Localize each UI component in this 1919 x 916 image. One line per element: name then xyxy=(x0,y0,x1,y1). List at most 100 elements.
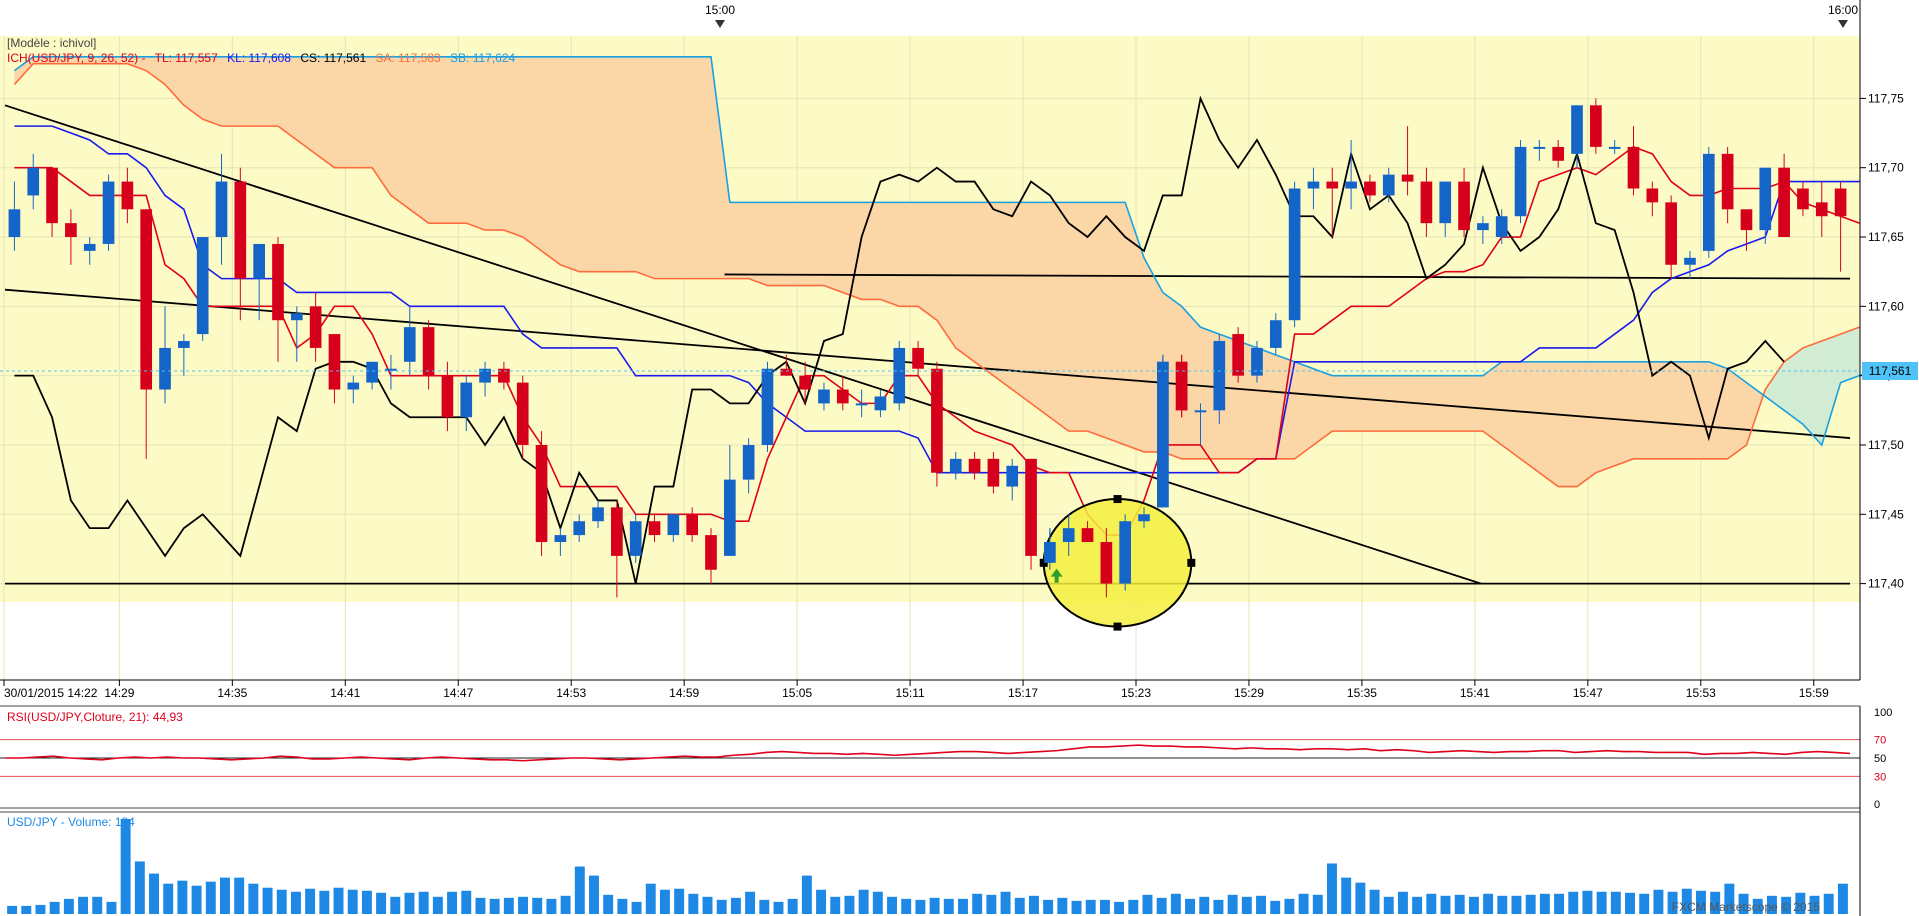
candle-body xyxy=(196,237,209,335)
volume-bar xyxy=(1710,891,1721,914)
candle-body xyxy=(309,306,322,348)
cloud-segment xyxy=(616,56,636,272)
time-tick-label: 14:47 xyxy=(443,686,473,700)
volume-bar xyxy=(376,892,387,914)
cloud-segment xyxy=(823,202,843,293)
candle-body xyxy=(403,327,416,362)
volume-bar xyxy=(1653,889,1664,914)
time-tick-label: 14:29 xyxy=(104,686,134,700)
candle-body xyxy=(1646,188,1659,203)
volume-bar xyxy=(1554,893,1565,914)
cloud-segment xyxy=(541,56,561,265)
watermark: FXCM Marketscope © 2015 xyxy=(1672,900,1821,914)
cloud-segment xyxy=(372,56,391,196)
cloud-segment xyxy=(654,56,674,279)
cloud-segment xyxy=(296,56,316,154)
cloud-segment xyxy=(485,56,504,231)
candle-body xyxy=(1740,209,1753,231)
candle-body xyxy=(1815,202,1828,217)
volume-bar xyxy=(816,889,827,914)
volume-bar xyxy=(1227,894,1238,914)
candle-body xyxy=(723,479,736,556)
candle-body xyxy=(215,181,228,238)
cloud-segment xyxy=(409,56,429,224)
legend-sa: SA: 117,583 xyxy=(376,51,441,65)
volume-bar xyxy=(1142,894,1153,914)
cloud-segment xyxy=(390,56,410,210)
cloud-segment xyxy=(522,56,542,251)
cloud-segment xyxy=(1671,361,1690,459)
cloud-segment xyxy=(805,202,824,286)
candle-body xyxy=(1288,188,1301,321)
legend-cs: CS: 117,561 xyxy=(300,51,366,65)
volume-bar xyxy=(432,896,443,914)
candle-body xyxy=(460,382,473,418)
volume-bar xyxy=(1099,899,1110,914)
cloud-segment xyxy=(767,202,787,286)
cloud-segment xyxy=(353,56,373,168)
candle-body xyxy=(855,403,868,406)
volume-bar xyxy=(1369,889,1380,914)
highlight-ellipse[interactable] xyxy=(1039,354,1196,631)
top-marker-1600: 16:00 xyxy=(1828,3,1858,17)
candle-body xyxy=(1364,181,1376,196)
chikou-line xyxy=(14,95,1785,584)
volume-bar xyxy=(503,897,514,914)
time-axis-ticks[interactable]: 30/01/2015 14:22 14:29 14:35 14:41 14:47 14:5… xyxy=(3,680,1829,700)
candle-body xyxy=(1665,202,1677,265)
volume-bar xyxy=(1028,895,1039,914)
cloud-segment xyxy=(673,56,693,279)
candle-body xyxy=(385,368,397,371)
volume-bar xyxy=(603,894,614,914)
volume-bar xyxy=(702,896,713,914)
volume-bar xyxy=(1468,896,1479,914)
volume-bar xyxy=(461,890,472,914)
volume-bar xyxy=(177,880,188,914)
candle-body xyxy=(1590,105,1602,147)
volume-bar xyxy=(1085,899,1096,914)
senkou-a-line xyxy=(13,62,1860,488)
rsi-tick-label: 50 xyxy=(1874,753,1886,765)
volume-bar xyxy=(1539,893,1550,914)
cloud-segment xyxy=(259,56,278,127)
current-price-tag xyxy=(1862,362,1918,380)
candle-body xyxy=(1119,521,1132,584)
time-tick-label: 15:59 xyxy=(1799,686,1829,700)
cloud-segment xyxy=(14,56,34,85)
volume-bar xyxy=(1809,895,1820,914)
volume-bar xyxy=(7,905,18,914)
volume-bar xyxy=(63,898,74,914)
volume-bar xyxy=(1156,897,1167,914)
cloud-segment xyxy=(1821,334,1841,445)
candle-body xyxy=(1458,181,1470,231)
volume-bar xyxy=(674,888,685,914)
ellipse-handle xyxy=(1113,495,1122,504)
cloud-segment xyxy=(786,202,806,286)
candle-body xyxy=(441,375,454,418)
volume-bar xyxy=(205,881,216,914)
candle-body xyxy=(1326,181,1339,189)
volume-bar xyxy=(1497,895,1508,914)
time-tick-label: 15:11 xyxy=(896,686,925,700)
current-price-label: 117,561 xyxy=(1869,364,1912,378)
candle-body xyxy=(987,458,1000,487)
volume-bar xyxy=(617,898,628,914)
cloud-segment xyxy=(1125,202,1145,452)
volume-bar xyxy=(1454,894,1465,914)
candle-body xyxy=(1006,465,1019,487)
candle-body xyxy=(931,368,943,473)
volume-bar xyxy=(1185,898,1196,914)
cloud-segment xyxy=(710,56,730,279)
volume-bar xyxy=(120,819,131,914)
volume-bar xyxy=(347,889,358,914)
indicator-legend: ICH(USD/JPY, 9, 26, 52) - TL: 117,557 KL… xyxy=(7,51,516,65)
time-tick-label: 15:41 xyxy=(1460,686,1490,700)
candle-body xyxy=(1477,223,1489,231)
candle-body xyxy=(573,521,586,536)
time-tick-label: 15:17 xyxy=(1008,686,1038,700)
volume-bar xyxy=(1341,877,1352,914)
candle-body xyxy=(1251,347,1263,376)
candle-body xyxy=(1382,174,1395,196)
cloud-segment xyxy=(1802,341,1822,445)
candle-body xyxy=(83,243,96,251)
